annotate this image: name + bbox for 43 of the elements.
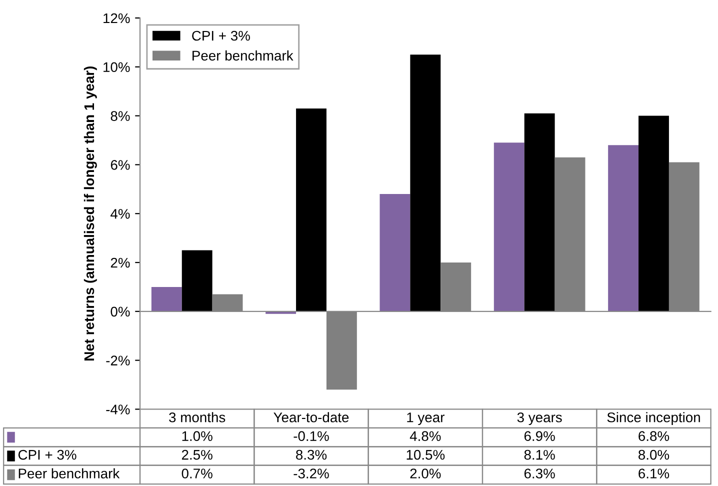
bar [182, 250, 212, 312]
data-label: 0.7% [182, 468, 212, 478]
data-label: 6.1% [638, 468, 670, 478]
bar [638, 116, 669, 312]
y-tick-label: -4% [106, 404, 130, 414]
data-label: 8.0% [638, 450, 670, 460]
data-label: 6.8% [638, 431, 670, 442]
x-tick-label: 1 year [407, 412, 444, 426]
x-tick-label: 3 years [517, 412, 562, 426]
y-axis-title: Net returns (annualised if longer than 1 year) [84, 66, 97, 360]
data-label: 6.3% [524, 468, 555, 478]
data-label: 4.8% [410, 431, 441, 442]
legend-label: Peer benchmark [192, 50, 294, 61]
text: CPI + 3% [18, 450, 76, 460]
legend-label: CPI + 3% [192, 30, 250, 41]
y-tick-label: 8% [110, 111, 130, 121]
data-label: 10.5% [406, 450, 445, 460]
y-tick-label: -2% [106, 356, 130, 366]
text: Peer benchmark [18, 468, 120, 478]
data-label: -0.1% [294, 431, 329, 442]
y-tick-label: 0% [110, 306, 130, 317]
bar [608, 145, 639, 312]
y-tick-label: 2% [110, 258, 130, 268]
bar [494, 142, 524, 312]
y-tick-label: 4% [110, 208, 130, 219]
data-label: 2.0% [410, 468, 441, 478]
bar [380, 194, 410, 312]
data-label: 2.5% [182, 450, 212, 460]
x-tick-label: Since inception [607, 412, 700, 426]
data-label: 6.9% [524, 431, 555, 442]
data-label: -3.2% [294, 468, 329, 478]
x-tick-label: 3 months [169, 412, 226, 422]
y-tick-label: 10% [104, 62, 130, 72]
y-tick-label: 6% [110, 160, 130, 170]
bar [151, 286, 182, 312]
bar [296, 108, 326, 312]
y-tick-label: 12% [104, 13, 130, 24]
x-tick-label: Year-to-date [274, 412, 349, 422]
bar [524, 113, 555, 312]
bar [410, 54, 441, 312]
data-label: 1.0% [182, 431, 212, 442]
data-label: 8.1% [524, 450, 555, 460]
data-label: 8.3% [296, 450, 327, 460]
